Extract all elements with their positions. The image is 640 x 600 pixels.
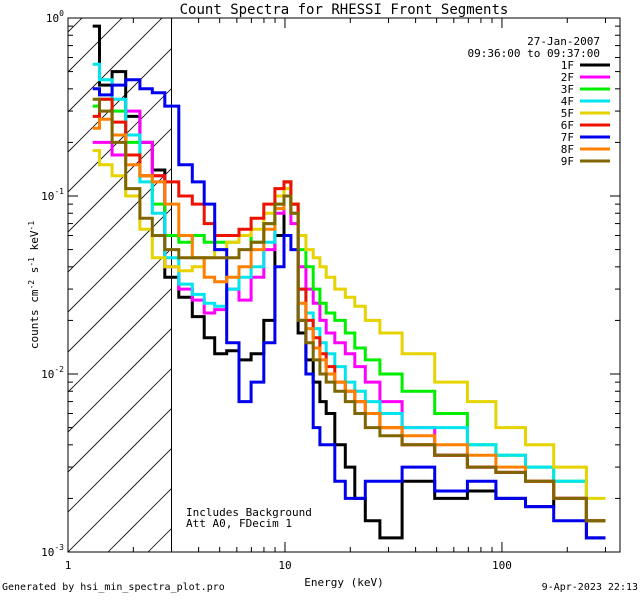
x-axis-label: Energy (keV) — [304, 576, 383, 589]
axis-tick-labels: 1 10 100 100 10-1 10-2 10-3 — [41, 9, 512, 572]
hatch-line — [68, 18, 203, 153]
legend-label-4F: 4F — [561, 95, 574, 108]
legend-label-3F: 3F — [561, 83, 574, 96]
y-tick-label: 10-1 — [41, 187, 64, 203]
footer-generated-by: Generated by hsi_min_spectra_plot.pro — [2, 582, 225, 593]
attenuator-hatch-region — [0, 0, 640, 552]
series-group — [92, 24, 606, 540]
date-label: 27-Jan-2007 — [527, 35, 600, 48]
y-axis-label: counts cm-2 s-1 keV-1 — [27, 221, 41, 349]
footer-timestamp: 9-Apr-2023 22:13 — [541, 582, 638, 593]
hatch-line — [68, 18, 123, 73]
x-tick-label: 100 — [492, 559, 512, 572]
legend-label-7F: 7F — [561, 131, 574, 144]
x-tick-label: 10 — [278, 559, 291, 572]
axis-ticks — [67, 18, 620, 553]
legend-label-5F: 5F — [561, 107, 574, 120]
hatch-mask — [171, 18, 620, 552]
plot-frame — [67, 17, 621, 553]
series-line-9F — [92, 97, 606, 523]
legend-label-8F: 8F — [561, 143, 574, 156]
x-tick-label: 1 — [65, 559, 72, 572]
y-tick-label: 100 — [46, 9, 64, 25]
legend-label-6F: 6F — [561, 119, 574, 132]
hatch-line — [0, 0, 108, 552]
series-line-7F — [92, 78, 606, 540]
hatch-line — [628, 0, 640, 552]
annotation-attenuator: Att A0, FDecim 1 — [186, 517, 292, 530]
annotation-background: Includes Background — [186, 506, 312, 519]
y-tick-label: 10-2 — [41, 365, 64, 381]
legend-label-2F: 2F — [561, 71, 574, 84]
hatch-line — [68, 18, 163, 113]
time-range-label: 09:36:00 to 09:37:00 — [468, 47, 600, 60]
legend-label-9F: 9F — [561, 155, 574, 168]
chart-title: Count Spectra for RHESSI Front Segments — [180, 2, 509, 18]
legend-label-1F: 1F — [561, 59, 574, 72]
y-tick-label: 10-3 — [41, 543, 64, 559]
